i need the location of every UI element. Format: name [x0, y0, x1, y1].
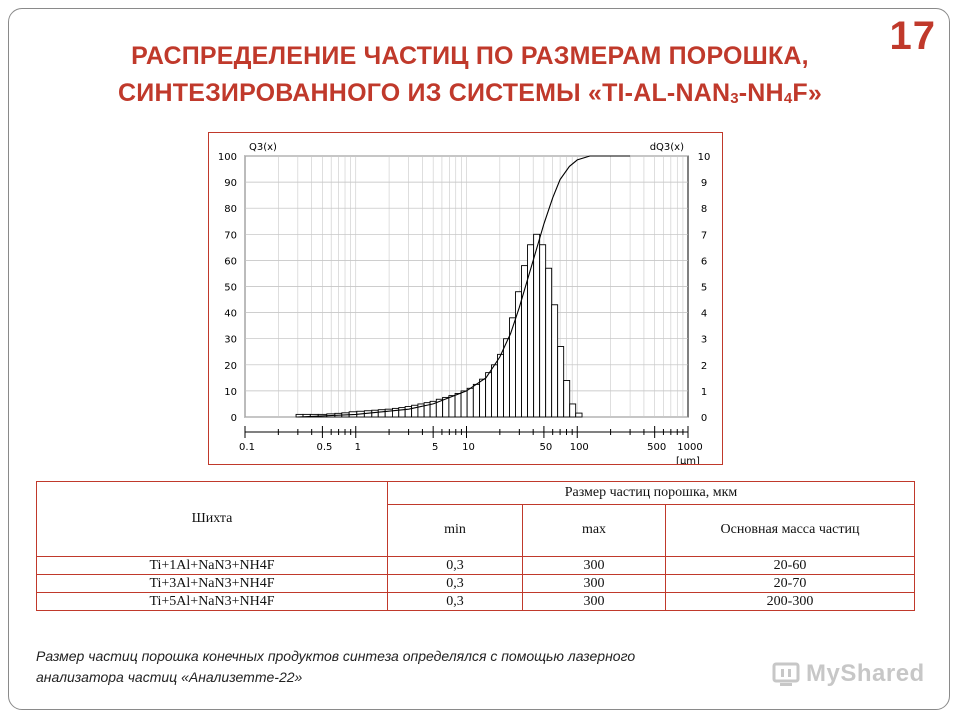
histogram-bar	[454, 393, 462, 418]
y-tick-label: 70	[224, 230, 237, 241]
title-line-2-part-a: СИНТЕЗИРОВАННОГО ИЗ СИСТЕМЫ «TI-AL-NAN	[118, 79, 731, 107]
title-subscript-3: 3	[730, 90, 739, 107]
x-tick-label: 1	[355, 442, 361, 453]
y-tick-label: 30	[224, 335, 237, 346]
y-tick-label: 0	[231, 413, 237, 424]
header-size-group: Размер частиц порошка, мкм	[387, 481, 915, 505]
header-charge: Шихта	[36, 481, 388, 557]
cell-min: 0,3	[387, 556, 523, 575]
cell-main-mass: 20-60	[665, 556, 915, 575]
y-right-axis-title: dQ3(x)	[650, 142, 684, 153]
histogram-bar	[545, 267, 553, 418]
x-tick-label: 100	[570, 442, 589, 453]
x-tick-label: 10	[462, 442, 475, 453]
histogram-bar	[557, 346, 565, 418]
header-main-mass: Основная масса частиц	[665, 503, 915, 558]
watermark: MyShared	[772, 660, 925, 688]
table-row: Ti+5Al+NaN3+NH4F 0,3 300 200-300	[36, 592, 915, 611]
cell-max: 300	[522, 574, 666, 593]
x-axis-unit-label: [µm]	[676, 456, 700, 464]
x-tick-label: 0.1	[239, 442, 255, 453]
cell-max: 300	[522, 556, 666, 575]
y-right-tick-label: 9	[701, 178, 707, 189]
histogram-bar	[485, 372, 492, 418]
y-right-tick-label: 5	[701, 283, 707, 294]
y-tick-label: 100	[218, 152, 237, 163]
histogram-bar	[460, 390, 468, 418]
histogram-bar	[569, 403, 577, 418]
particle-size-table: Шихта Размер частиц порошка, мкм min max…	[36, 481, 915, 611]
myshared-logo-icon	[772, 662, 800, 686]
y-tick-label: 80	[224, 204, 237, 215]
y-tick-label: 90	[224, 178, 237, 189]
histogram-bar	[479, 378, 487, 418]
table-subheader-row: min max Основная масса частиц	[37, 503, 915, 558]
y-right-tick-label: 3	[701, 335, 707, 346]
title-line-2-part-b: -NH	[738, 79, 784, 107]
cell-charge: Ti+3Al+NaN3+NH4F	[36, 574, 388, 593]
cell-charge: Ti+1Al+NaN3+NH4F	[36, 556, 388, 575]
cell-max: 300	[522, 592, 666, 611]
x-tick-label: 50	[540, 442, 553, 453]
x-tick-label: 1000	[677, 442, 702, 453]
histogram-bar	[491, 364, 498, 418]
table-header-row: Шихта Размер частиц порошка, мкм	[36, 481, 915, 557]
page-number: 17	[889, 14, 936, 58]
histogram-bar	[539, 244, 547, 418]
histogram-bar	[404, 406, 413, 418]
title-line-2-part-c: F»	[792, 79, 822, 107]
table-row: Ti+3Al+NaN3+NH4F 0,3 300 20-70	[36, 574, 915, 593]
footnote-line-2: анализатора частиц «Анализетте-22»	[36, 669, 303, 685]
y-right-tick-label: 10	[698, 152, 711, 163]
histogram-bar	[371, 409, 379, 418]
table-row: Ti+1Al+NaN3+NH4F 0,3 300 20-60	[36, 556, 915, 575]
y-right-tick-label: 2	[701, 361, 707, 372]
histogram-bar	[466, 387, 474, 418]
title-line-1: РАСПРЕДЕЛЕНИЕ ЧАСТИЦ ПО РАЗМЕРАМ ПОРОШКА…	[131, 42, 809, 70]
histogram-bar	[392, 407, 400, 418]
histogram-bar	[503, 338, 510, 418]
title-line-2: СИНТЕЗИРОВАННОГО ИЗ СИСТЕМЫ «TI-AL-NAN3-…	[80, 75, 860, 117]
header-min: min	[387, 503, 523, 558]
cell-main-mass: 200-300	[665, 592, 915, 611]
y-axis-title: Q3(x)	[249, 142, 277, 153]
y-tick-label: 40	[224, 309, 237, 320]
y-right-tick-label: 0	[701, 413, 707, 424]
footnote: Размер частиц порошка конечных продуктов…	[36, 646, 856, 688]
title-subscript-4: 4	[783, 90, 793, 107]
y-right-tick-label: 4	[701, 309, 707, 320]
page-title: РАСПРЕДЕЛЕНИЕ ЧАСТИЦ ПО РАЗМЕРАМ ПОРОШКА…	[80, 38, 860, 117]
y-right-tick-label: 1	[701, 387, 707, 398]
histogram-bar	[533, 233, 541, 418]
y-tick-label: 20	[224, 361, 237, 372]
histogram-bar	[551, 304, 559, 418]
x-tick-label: 5	[432, 442, 438, 453]
watermark-text: MyShared	[806, 660, 925, 687]
histogram-bar	[398, 407, 406, 418]
y-right-tick-label: 8	[701, 204, 707, 215]
histogram-bar	[377, 409, 386, 418]
header-max: max	[522, 503, 666, 558]
histogram-bar	[384, 408, 393, 418]
histogram-bar	[563, 380, 571, 418]
y-tick-label: 50	[224, 283, 237, 294]
y-right-tick-label: 6	[701, 256, 707, 267]
cell-min: 0,3	[387, 574, 523, 593]
footnote-line-1: Размер частиц порошка конечных продуктов…	[36, 648, 636, 664]
cell-main-mass: 20-70	[665, 574, 915, 593]
y-tick-label: 60	[224, 256, 237, 267]
histogram-bar	[575, 412, 583, 418]
y-right-tick-label: 7	[701, 230, 707, 241]
chart-container: 0 10 20 30 40 50 60 70 80 90 100 0 1 2 3 4 5 6 7 8 9 10 0.1 0.5…	[208, 132, 723, 465]
cell-charge: Ti+5Al+NaN3+NH4F	[36, 592, 388, 611]
histogram-bar	[472, 383, 481, 418]
cell-min: 0,3	[387, 592, 523, 611]
x-tick-label: 500	[647, 442, 666, 453]
histogram-bar	[497, 353, 505, 418]
cumulative-curve	[297, 155, 631, 418]
x-tick-label: 0.5	[316, 442, 332, 453]
histogram-bar	[448, 395, 456, 418]
y-tick-label: 10	[224, 387, 237, 398]
